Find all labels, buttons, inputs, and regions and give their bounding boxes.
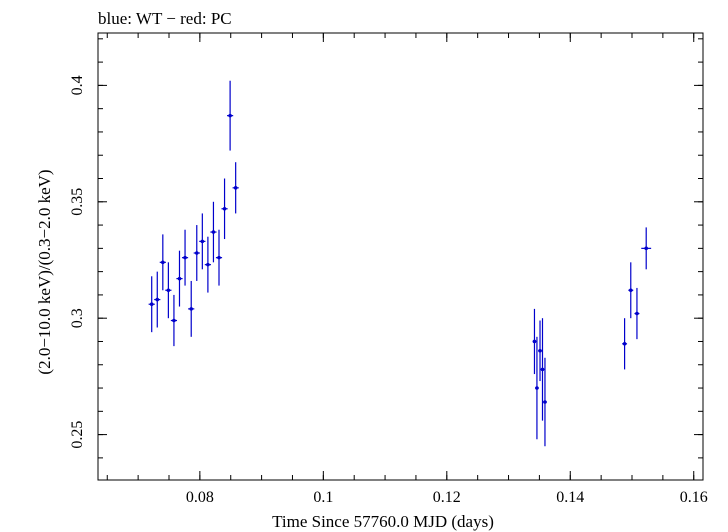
point-marker: [538, 348, 542, 353]
data-series: [148, 80, 652, 447]
data-point: [622, 318, 628, 370]
data-point: [165, 262, 172, 319]
point-marker: [200, 239, 205, 244]
x-tick-label: 0.16: [680, 489, 708, 506]
point-marker: [155, 297, 160, 302]
data-point: [188, 280, 195, 337]
data-point: [210, 201, 217, 263]
point-marker: [222, 206, 227, 211]
plot-frame: [97, 32, 704, 481]
point-marker: [228, 113, 232, 118]
data-point: [170, 294, 178, 347]
point-marker: [535, 386, 539, 390]
x-axis-label: Time Since 57760.0 MJD (days): [272, 512, 494, 531]
point-marker: [177, 276, 182, 281]
point-marker: [217, 255, 221, 260]
y-axis-tick-labels: 0.25 0.3 0.35 0.4: [69, 75, 86, 448]
data-point: [176, 250, 183, 307]
data-point: [628, 262, 634, 319]
data-point: [159, 234, 166, 291]
data-point: [181, 229, 189, 286]
x-axis-tick-labels: 0.08 0.1 0.12 0.14 0.16: [186, 489, 708, 506]
point-marker: [532, 339, 537, 344]
point-marker: [628, 288, 633, 293]
y-axis-ticks: [98, 38, 703, 459]
point-marker: [211, 230, 216, 234]
chart-title: blue: WT − red: PC: [98, 9, 232, 28]
point-marker: [149, 302, 154, 307]
point-marker: [161, 260, 165, 265]
point-marker: [183, 255, 187, 260]
x-axis-ticks: [106, 33, 695, 480]
data-point: [199, 213, 206, 270]
data-point: [148, 276, 155, 333]
point-marker: [189, 307, 194, 311]
data-point: [540, 318, 545, 421]
data-point: [193, 225, 200, 281]
data-point: [204, 236, 211, 293]
data-point: [641, 227, 652, 270]
point-marker: [540, 367, 545, 372]
x-tick-label: 0.08: [186, 489, 214, 506]
point-marker: [635, 311, 639, 316]
data-point: [532, 308, 537, 375]
data-point: [538, 320, 542, 382]
x-tick-label: 0.14: [556, 489, 584, 506]
point-marker: [233, 186, 238, 190]
point-marker: [206, 262, 210, 267]
point-marker: [194, 251, 199, 255]
x-tick-label: 0.1: [313, 489, 333, 506]
data-point: [221, 178, 228, 240]
point-marker: [622, 342, 627, 346]
data-point: [232, 162, 239, 214]
point-marker: [644, 246, 649, 251]
data-point: [535, 336, 539, 440]
point-marker: [543, 400, 547, 404]
y-tick-label: 0.25: [69, 421, 86, 449]
data-point: [215, 229, 223, 286]
y-tick-label: 0.3: [69, 308, 86, 328]
x-tick-label: 0.12: [433, 489, 461, 506]
data-point: [634, 287, 640, 340]
data-point: [543, 357, 547, 447]
y-axis-label: (2.0−10.0 keV)/(0.3−2.0 keV): [35, 169, 54, 374]
data-point: [227, 80, 234, 151]
y-tick-label: 0.4: [69, 75, 86, 95]
point-marker: [166, 288, 171, 293]
y-tick-label: 0.35: [69, 188, 86, 216]
point-marker: [172, 318, 176, 323]
data-point: [154, 271, 161, 328]
